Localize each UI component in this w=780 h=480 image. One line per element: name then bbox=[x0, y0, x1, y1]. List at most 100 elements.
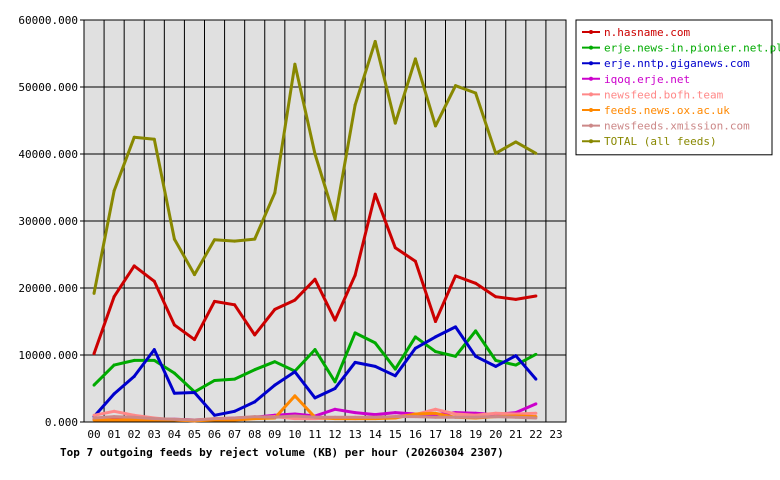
data-point bbox=[213, 378, 217, 382]
data-point bbox=[233, 239, 237, 243]
data-point bbox=[132, 264, 136, 268]
x-tick-label: 14 bbox=[369, 428, 383, 441]
data-point bbox=[313, 277, 317, 281]
data-point bbox=[92, 416, 96, 420]
legend-marker bbox=[589, 92, 593, 97]
data-point bbox=[413, 259, 417, 263]
x-tick-label: 13 bbox=[349, 428, 362, 441]
data-point bbox=[253, 400, 257, 404]
data-point bbox=[132, 358, 136, 362]
data-point bbox=[92, 413, 96, 417]
data-point bbox=[192, 273, 196, 277]
data-point bbox=[474, 281, 478, 285]
x-tick-label: 07 bbox=[228, 428, 241, 441]
data-point bbox=[213, 238, 217, 242]
data-point bbox=[514, 363, 518, 367]
data-point bbox=[514, 415, 518, 419]
y-tick-label: 0.000 bbox=[45, 416, 78, 429]
data-point bbox=[92, 291, 96, 295]
data-point bbox=[494, 415, 498, 419]
data-point bbox=[474, 415, 478, 419]
data-point bbox=[534, 402, 538, 406]
data-point bbox=[393, 374, 397, 378]
data-point bbox=[534, 416, 538, 420]
data-point bbox=[293, 62, 297, 66]
x-tick-label: 01 bbox=[108, 428, 121, 441]
x-tick-label: 18 bbox=[449, 428, 462, 441]
data-point bbox=[514, 354, 518, 358]
data-point bbox=[192, 418, 196, 422]
data-point bbox=[172, 323, 176, 327]
data-point bbox=[433, 407, 437, 411]
data-point bbox=[534, 411, 538, 415]
data-point bbox=[293, 370, 297, 374]
data-point bbox=[413, 412, 417, 416]
data-point bbox=[433, 415, 437, 419]
data-point bbox=[494, 295, 498, 299]
data-point bbox=[233, 377, 237, 381]
data-point bbox=[273, 360, 277, 364]
x-tick-label: 21 bbox=[509, 428, 522, 441]
data-point bbox=[233, 416, 237, 420]
legend-label: feeds.news.ox.ac.uk bbox=[604, 104, 730, 117]
data-point bbox=[172, 371, 176, 375]
data-point bbox=[213, 417, 217, 421]
data-point bbox=[454, 325, 458, 329]
data-point bbox=[393, 411, 397, 415]
data-point bbox=[253, 368, 257, 372]
data-point bbox=[273, 191, 277, 195]
data-point bbox=[433, 335, 437, 339]
legend: n.hasname.com erje.news-in.pionier.net.pl… bbox=[575, 19, 780, 156]
data-point bbox=[172, 391, 176, 395]
data-point bbox=[474, 91, 478, 95]
legend-marker bbox=[589, 108, 593, 112]
data-point bbox=[192, 391, 196, 395]
data-point bbox=[192, 338, 196, 342]
data-point bbox=[112, 363, 116, 367]
data-point bbox=[474, 329, 478, 333]
data-point bbox=[333, 407, 337, 411]
x-tick-label: 20 bbox=[489, 428, 502, 441]
legend-marker bbox=[589, 123, 593, 128]
data-point bbox=[152, 358, 156, 362]
legend-marker bbox=[589, 45, 593, 50]
data-point bbox=[112, 418, 116, 422]
data-point bbox=[353, 103, 357, 107]
x-tick-label: 10 bbox=[288, 428, 301, 441]
data-point bbox=[213, 413, 217, 417]
data-point bbox=[454, 415, 458, 419]
data-point bbox=[534, 352, 538, 356]
data-point bbox=[132, 135, 136, 139]
x-tick-label: 05 bbox=[188, 428, 201, 441]
x-axis-tick-labels: 00 01 02 03 04 05 06 07 08 09 10 11 12 13 14 15 16 17 18 19… bbox=[87, 428, 562, 441]
data-point bbox=[454, 274, 458, 278]
data-point bbox=[534, 151, 538, 155]
data-point bbox=[152, 137, 156, 141]
data-point bbox=[413, 57, 417, 61]
data-point bbox=[253, 333, 257, 337]
x-tick-label: 00 bbox=[87, 428, 100, 441]
data-point bbox=[92, 383, 96, 387]
legend-label: iqoq.erje.net bbox=[604, 73, 690, 86]
data-point bbox=[393, 121, 397, 125]
data-point bbox=[233, 303, 237, 307]
y-tick-label: 50000.000 bbox=[18, 81, 78, 94]
legend-label: erje.news-in.pionier.net.pl bbox=[604, 42, 780, 55]
data-point bbox=[494, 358, 498, 362]
data-point bbox=[454, 412, 458, 416]
data-point bbox=[494, 411, 498, 415]
data-point bbox=[353, 360, 357, 364]
x-tick-label: 15 bbox=[389, 428, 402, 441]
data-point bbox=[353, 273, 357, 277]
data-point bbox=[293, 394, 297, 398]
data-point bbox=[454, 84, 458, 88]
x-tick-label: 04 bbox=[168, 428, 182, 441]
data-point bbox=[333, 380, 337, 384]
data-point bbox=[152, 279, 156, 283]
legend-label: newsfeed.bofh.team bbox=[604, 88, 724, 101]
data-point bbox=[233, 409, 237, 413]
x-tick-label: 23 bbox=[549, 428, 562, 441]
data-point bbox=[373, 39, 377, 43]
data-point bbox=[373, 413, 377, 417]
